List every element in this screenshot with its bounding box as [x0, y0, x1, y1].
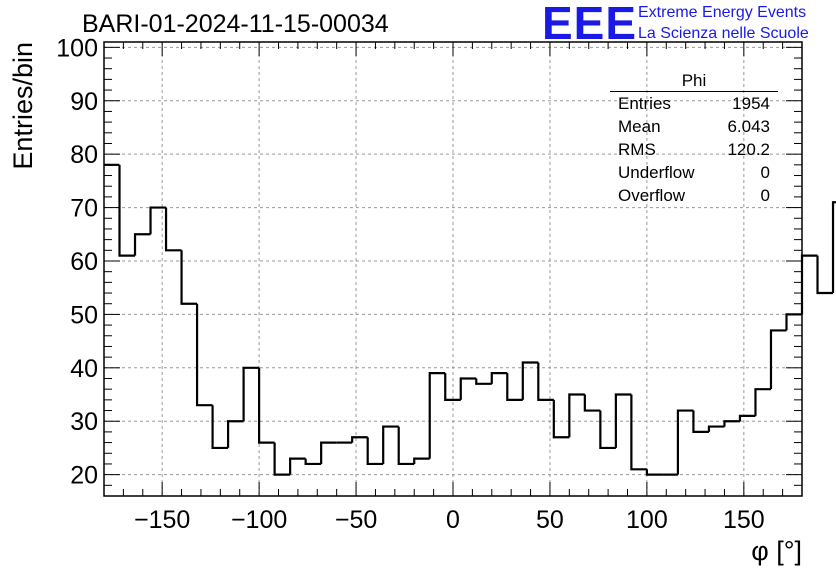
stats-row-overflow: Overflow 0	[610, 184, 778, 207]
x-tick-label: 0	[446, 506, 460, 534]
histogram-bin	[676, 409, 694, 475]
x-tick-label: 50	[536, 506, 564, 534]
histogram-bin	[537, 362, 554, 401]
histogram-bin	[164, 207, 182, 252]
y-tick-label: 70	[70, 195, 98, 223]
histogram-bin	[258, 367, 275, 444]
stats-label: Overflow	[618, 186, 686, 205]
stats-row-underflow: Underflow 0	[610, 161, 778, 184]
stats-row-mean: Mean 6.043	[610, 115, 778, 138]
x-tick-label: −100	[231, 506, 287, 534]
histogram-bin	[459, 377, 477, 400]
histogram-bin	[320, 441, 337, 464]
histogram-bin	[754, 388, 771, 416]
histogram-bin	[506, 373, 523, 401]
histogram-bin	[785, 313, 802, 331]
stats-row-entries: Entries 1954	[610, 92, 778, 115]
histogram-bin	[211, 405, 229, 450]
histogram-bin	[273, 442, 291, 476]
y-tick-label: 40	[70, 355, 98, 383]
histogram-bin	[552, 399, 570, 439]
histogram-bin	[614, 393, 632, 448]
stats-row-rms: RMS 120.2	[610, 138, 778, 161]
y-tick-label: 20	[70, 462, 98, 490]
x-tick-label: −50	[335, 506, 377, 534]
histogram-bin	[413, 457, 430, 464]
histogram-bin	[397, 426, 415, 466]
x-tick-label: −150	[134, 506, 190, 534]
histogram-bin	[599, 410, 616, 450]
histogram-bin	[444, 373, 461, 401]
y-tick-label: 90	[70, 88, 98, 116]
stats-title: Phi	[610, 70, 778, 92]
chart-title: BARI-01-2024-11-15-00034	[82, 10, 389, 38]
logo-line-1: Extreme Energy Events	[638, 4, 807, 21]
stats-label: Mean	[618, 117, 661, 136]
stats-label: RMS	[618, 140, 656, 159]
histogram-bin	[118, 164, 136, 257]
histogram-bin	[242, 366, 260, 422]
histogram-bin	[289, 457, 306, 475]
stats-value: 6.043	[727, 117, 770, 136]
histogram-bin	[149, 206, 167, 235]
stats-value: 0	[760, 186, 770, 205]
stats-box: Phi Entries 1954 Mean 6.043 RMS 120.2 Under…	[610, 70, 778, 207]
histogram-bin	[645, 469, 663, 476]
x-tick-label: 100	[626, 506, 668, 534]
histogram-bin	[568, 393, 585, 438]
histogram-bin	[475, 378, 492, 385]
histogram-bin	[304, 458, 322, 466]
y-tick-label: 30	[70, 408, 98, 436]
histogram-bin	[769, 329, 787, 390]
histogram-bin	[800, 254, 818, 315]
histogram-bin	[133, 233, 151, 256]
histogram-bin	[180, 250, 198, 305]
stats-value: 1954	[732, 94, 770, 113]
y-axis-label: Entries/bin	[8, 42, 38, 170]
x-tick-label: 150	[723, 506, 765, 534]
histogram-bin	[630, 394, 647, 471]
histogram-bin	[738, 414, 756, 422]
stats-value: 120.2	[727, 140, 770, 159]
histogram-bin	[583, 394, 601, 412]
eee-logo: EEE	[542, 0, 638, 49]
histogram-bin	[226, 420, 244, 448]
stats-label: Entries	[618, 94, 671, 113]
histogram-bin	[490, 372, 508, 384]
histogram-bin	[351, 436, 368, 443]
y-tick-label: 50	[70, 301, 98, 329]
histogram-bin	[382, 425, 399, 464]
histogram-bin	[707, 425, 725, 432]
y-tick-label: 60	[70, 248, 98, 276]
histogram-bin	[195, 303, 213, 407]
histogram-bin	[428, 372, 446, 459]
histogram-bin	[816, 255, 834, 295]
histogram-bin	[831, 201, 836, 294]
histogram-bin	[366, 437, 384, 466]
histogram-bin	[723, 420, 740, 427]
stats-value: 0	[760, 163, 770, 182]
y-tick-label: 80	[70, 141, 98, 169]
histogram-bin	[692, 410, 709, 434]
logo-line-2: La Scienza nelle Scuole	[638, 25, 809, 42]
histogram-bin	[521, 361, 539, 400]
x-axis-label: φ [°]	[751, 536, 802, 566]
stats-label: Underflow	[618, 163, 695, 182]
y-tick-label: 100	[56, 34, 98, 62]
